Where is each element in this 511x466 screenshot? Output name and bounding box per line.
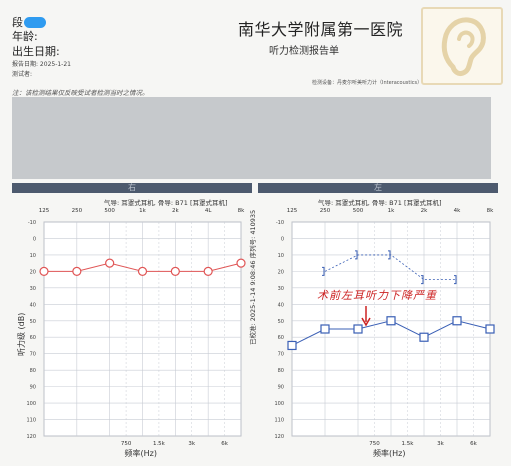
left-x-top-tick-label: 125 xyxy=(287,208,298,214)
redacted-section xyxy=(12,97,491,179)
ear-logo-icon xyxy=(441,17,486,76)
right-conduction-label: 气导: 耳罩式耳机, 骨导: B71 [耳罩式耳机] xyxy=(104,199,228,207)
patient-dob-label: 出生日期: xyxy=(12,45,60,58)
name-redaction xyxy=(24,17,46,28)
left-x-top-tick-label: 8k xyxy=(487,208,494,214)
left-y-tick-label: 0 xyxy=(281,236,284,242)
left-y-tick-label: 60 xyxy=(278,335,284,341)
hospital-name: 南华大学附属第一医院 xyxy=(238,20,404,39)
right-y-tick-label: 30 xyxy=(30,286,36,292)
right-y-tick-label: 100 xyxy=(26,401,36,407)
right-x-bottom-tick-label: 1.5k xyxy=(153,441,166,447)
left-x-top-tick-label: 2k xyxy=(421,208,428,214)
left-data-point-bracket xyxy=(454,275,457,285)
left-y-tick-label: 70 xyxy=(278,352,284,358)
report-note: 注：该检测结果仅反映受试者检测当时之情况。 xyxy=(12,89,149,97)
device-info: 检测设备：丹麦尔听美听力计（Interacoustics） xyxy=(312,80,423,86)
left-y-tick-label: 80 xyxy=(278,368,284,374)
left-data-point-square xyxy=(287,340,297,351)
left-data-point-bracket xyxy=(421,275,424,285)
right-x-top-tick-label: 8k xyxy=(238,208,245,214)
left-data-point-bracket xyxy=(355,250,358,260)
right-x-axis-label: 频率(Hz) xyxy=(124,449,157,458)
left-data-point-square xyxy=(386,316,396,326)
left-y-tick-label: 20 xyxy=(278,269,284,275)
left-y-tick-label: -10 xyxy=(276,220,284,226)
left-data-point-bracket xyxy=(388,250,391,260)
right-y-tick-label: 50 xyxy=(30,319,36,325)
right-y-tick-label: 70 xyxy=(30,352,36,358)
right-y-tick-label: -10 xyxy=(28,220,36,226)
left-data-point-square xyxy=(452,316,462,326)
right-data-point-circle xyxy=(137,266,148,276)
left-data-point-square xyxy=(353,324,363,334)
right-data-point-circle xyxy=(203,266,213,276)
right-data-point-circle xyxy=(39,266,49,276)
right-y-tick-label: 40 xyxy=(30,302,36,308)
right-y-tick-label: 0 xyxy=(33,236,36,242)
right-data-point-circle xyxy=(236,258,246,268)
left-y-tick-label: 40 xyxy=(278,302,284,308)
right-x-top-tick-label: 125 xyxy=(39,208,50,214)
right-data-point-circle xyxy=(105,258,115,268)
right-data-point-circle xyxy=(72,266,82,276)
left-data-point-square xyxy=(320,324,330,334)
left-data-point-square xyxy=(419,332,429,342)
left-x-top-tick-label: 1k xyxy=(388,208,395,214)
left-x-bottom-tick-label: 1.5k xyxy=(402,441,415,447)
handwritten-annotation: 术前左耳听力下降严重 xyxy=(317,289,437,302)
left-data-point-square xyxy=(485,324,495,334)
left-x-top-tick-label: 4k xyxy=(454,208,461,214)
right-y-tick-label: 120 xyxy=(26,434,36,440)
tester-label: 测试者: xyxy=(12,71,33,78)
left-ear-header: 左 xyxy=(258,183,498,193)
report-date: 报告日期: 2025-1-21 xyxy=(12,61,71,68)
left-y-tick-label: 120 xyxy=(274,434,284,440)
ear-logo xyxy=(421,7,503,85)
right-x-top-tick-label: 500 xyxy=(104,208,115,214)
left-x-bottom-tick-label: 750 xyxy=(369,441,380,447)
right-x-top-tick-label: 4L xyxy=(205,208,212,214)
right-x-bottom-tick-label: 750 xyxy=(121,441,132,447)
left-x-axis-label: 频率(Hz) xyxy=(373,449,406,458)
left-y-tick-label: 10 xyxy=(278,253,284,259)
left-x-top-tick-label: 250 xyxy=(320,208,331,214)
left-x-top-tick-label: 500 xyxy=(353,208,364,214)
right-y-tick-label: 110 xyxy=(26,418,36,424)
left-series-line-1 xyxy=(324,254,457,281)
right-x-bottom-tick-label: 6k xyxy=(221,441,228,447)
report-title: 听力检测报告单 xyxy=(269,46,339,57)
right-x-top-tick-label: 250 xyxy=(72,208,83,214)
right-y-tick-label: 20 xyxy=(30,269,36,275)
right-y-tick-label: 60 xyxy=(30,335,36,341)
right-y-tick-label: 10 xyxy=(30,253,36,259)
left-y-tick-label: 110 xyxy=(274,418,284,424)
left-conduction-label: 气导: 耳罩式耳机, 骨导: B71 [耳罩式耳机] xyxy=(318,199,442,207)
left-y-tick-label: 90 xyxy=(278,385,284,391)
left-y-tick-label: 100 xyxy=(274,401,284,407)
right-x-top-tick-label: 1k xyxy=(139,208,146,214)
left-x-bottom-tick-label: 3k xyxy=(437,441,444,447)
right-x-top-tick-label: 2k xyxy=(172,208,179,214)
calibration-stamp: 已校准: 2025-1-14 9:08:46 序列号: 410935 xyxy=(249,209,257,345)
patient-age-label: 年龄: xyxy=(12,30,38,43)
patient-name: 段 xyxy=(12,14,46,30)
left-y-tick-label: 30 xyxy=(278,286,284,292)
right-y-tick-label: 90 xyxy=(30,385,36,391)
right-data-point-circle xyxy=(170,266,180,276)
right-x-bottom-tick-label: 3k xyxy=(188,441,195,447)
left-data-point-bracket xyxy=(322,266,325,276)
left-x-bottom-tick-label: 6k xyxy=(470,441,477,447)
right-ear-header: 右 xyxy=(12,183,252,193)
right-y-tick-label: 80 xyxy=(30,368,36,374)
left-y-tick-label: 50 xyxy=(278,319,284,325)
